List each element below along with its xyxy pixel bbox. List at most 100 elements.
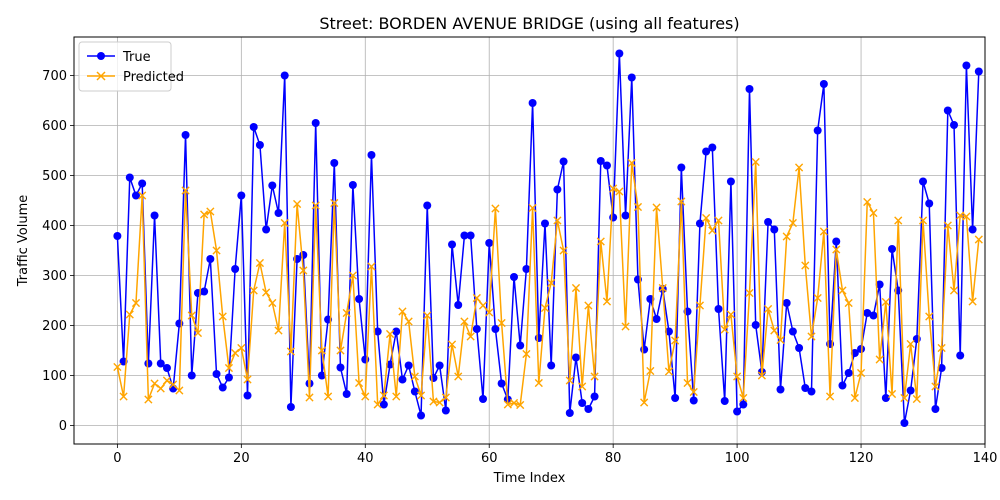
true-point: [144, 359, 153, 368]
true-point: [962, 61, 971, 70]
predicted-point: [974, 235, 983, 244]
y-tick-label: 600: [42, 119, 67, 134]
true-point: [131, 191, 140, 200]
predicted-point: [478, 301, 488, 310]
true-point: [516, 341, 525, 350]
predicted-point: [689, 387, 698, 397]
true-point: [429, 374, 438, 382]
true-point: [857, 345, 866, 353]
predicted-point: [224, 363, 234, 373]
predicted-point: [807, 332, 816, 341]
true-point: [702, 147, 711, 156]
predicted-point: [534, 378, 543, 388]
predicted-point: [900, 393, 909, 403]
predicted-point: [658, 283, 667, 293]
true-point: [801, 384, 810, 392]
y-axis-ticks: 0 100 200 300 400 500 600 700: [42, 69, 74, 434]
predicted-point: [485, 308, 494, 317]
x-tick-label: 20: [233, 451, 250, 466]
predicted-point: [299, 266, 308, 275]
true-point: [695, 219, 704, 228]
predicted-point: [113, 362, 122, 372]
predicted-point: [466, 332, 475, 341]
predicted-point: [410, 372, 419, 381]
predicted-point: [138, 191, 147, 200]
predicted-point: [193, 328, 203, 338]
true-point: [169, 384, 178, 393]
predicted-point: [206, 207, 215, 216]
true-point: [664, 327, 673, 336]
predicted-point: [237, 343, 246, 353]
predicted-point: [491, 204, 500, 213]
true-point: [819, 80, 828, 88]
predicted-point: [646, 366, 655, 376]
predicted-point: [726, 310, 736, 319]
predicted-point: [342, 308, 351, 318]
predicted-point: [819, 227, 828, 236]
true-point: [807, 387, 816, 396]
predicted-point: [869, 208, 878, 218]
predicted-point: [262, 288, 271, 297]
predicted-point: [509, 398, 519, 408]
predicted-point: [175, 386, 184, 395]
predicted-point: [627, 158, 636, 168]
predicted-point: [745, 288, 754, 298]
y-tick-label: 0: [59, 419, 67, 434]
true-point: [671, 394, 680, 402]
true-point: [417, 411, 426, 420]
true-point: [640, 345, 649, 354]
predicted-point: [528, 203, 537, 213]
predicted-point: [962, 212, 971, 221]
predicted-point: [565, 376, 574, 385]
predicted-point: [739, 393, 748, 403]
true-point: [330, 159, 339, 167]
y-axis-label: Traffic Volume: [16, 195, 31, 288]
true-point: [218, 383, 227, 392]
predicted-point: [317, 346, 326, 355]
predicted-point: [249, 286, 258, 295]
predicted-point: [274, 326, 283, 335]
true-point: [881, 394, 890, 402]
true-point: [286, 403, 295, 411]
true-point: [621, 211, 630, 220]
true-point: [386, 360, 395, 369]
true-point: [243, 391, 252, 400]
true-point: [280, 71, 289, 80]
true-point: [838, 381, 847, 390]
x-tick-label: 80: [605, 451, 622, 466]
predicted-point: [764, 304, 773, 314]
predicted-point: [255, 258, 265, 268]
true-point: [150, 211, 159, 220]
x-axis-label: Time Index: [493, 471, 566, 486]
predicted-point: [416, 391, 426, 400]
predicted-point: [856, 368, 866, 378]
predicted-point: [794, 163, 804, 172]
true-point: [237, 191, 246, 200]
predicted-point: [894, 216, 903, 225]
true-point: [590, 392, 599, 401]
predicted-point: [119, 392, 128, 401]
predicted-point: [844, 298, 853, 308]
predicted-point: [571, 283, 581, 293]
true-point: [919, 177, 928, 186]
predicted-point: [540, 303, 550, 313]
true-point: [491, 325, 500, 333]
predicted-point: [937, 343, 946, 353]
predicted-point: [280, 218, 289, 228]
predicted-point: [454, 372, 463, 381]
y-tick-label: 700: [42, 69, 67, 84]
predicted-point: [447, 340, 457, 349]
predicted-point: [918, 216, 928, 225]
true-point: [472, 325, 481, 333]
true-point: [652, 315, 661, 323]
true-point: [596, 157, 605, 165]
predicted-point: [162, 376, 172, 385]
true-point: [714, 305, 723, 313]
predicted-point: [311, 201, 320, 210]
predicted-point: [720, 325, 729, 334]
true-point: [739, 400, 748, 409]
predicted-point: [367, 262, 376, 271]
predicted-point: [968, 297, 977, 306]
true-point: [950, 121, 959, 129]
predicted-point: [887, 389, 897, 399]
